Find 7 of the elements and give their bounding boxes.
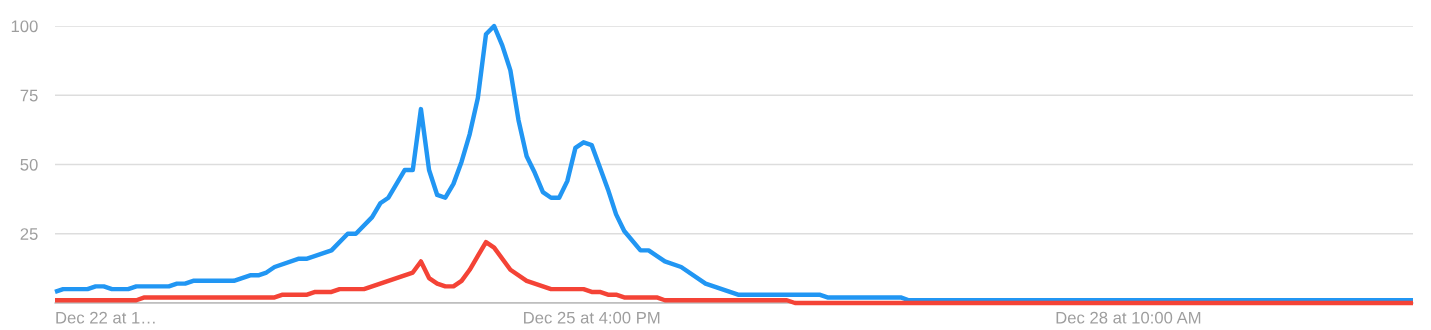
y-tick-label: 25 (20, 228, 38, 240)
y-tick-label: 75 (20, 89, 38, 102)
y-tick-label: 100 (11, 20, 38, 33)
x-tick-label: Dec 28 at 10:00 AM (1056, 311, 1201, 324)
x-tick-label: Dec 22 at 1… (56, 311, 155, 324)
x-tick-label: Dec 25 at 4:00 PM (524, 311, 660, 324)
y-tick-label: 50 (20, 158, 38, 171)
